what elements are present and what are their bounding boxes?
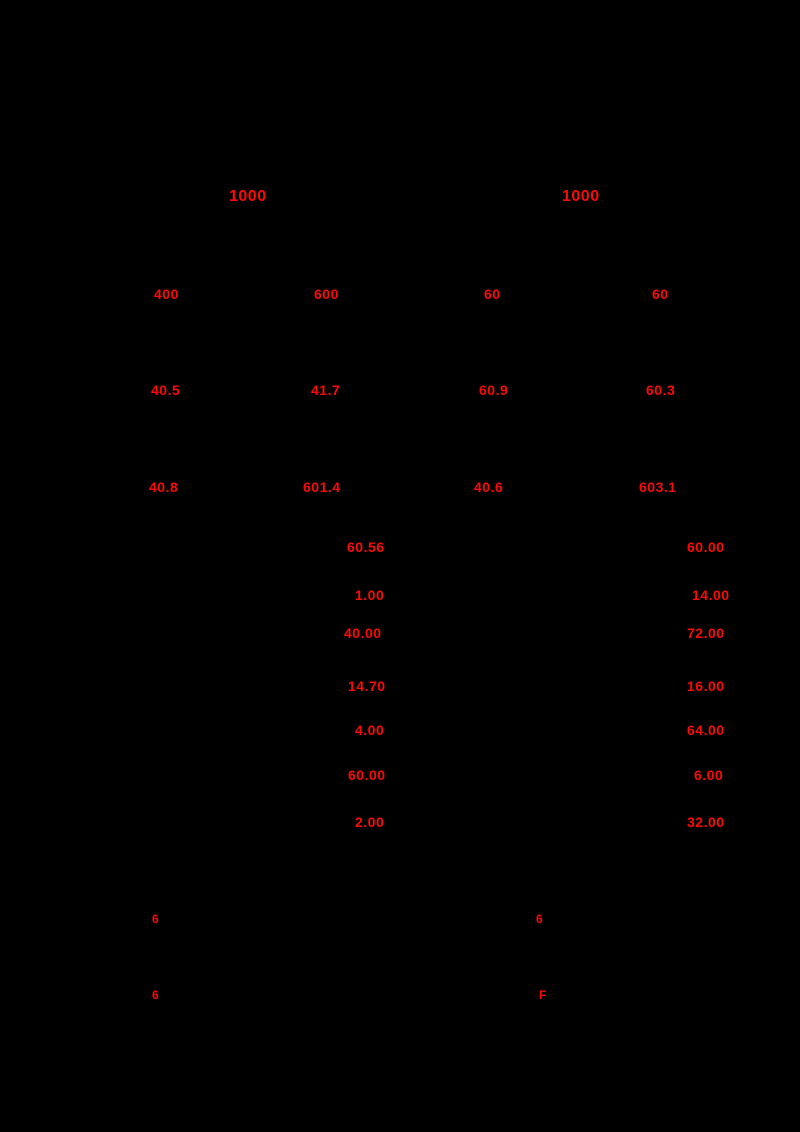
answer-list-right-3: 72.00	[687, 625, 725, 641]
answer-row1-col3: 60	[484, 286, 501, 302]
answer-list-right-6: 6.00	[694, 767, 724, 783]
answer-row2-col2: 41.7	[311, 382, 341, 398]
answer-list-right-4: 16.00	[687, 678, 725, 694]
answer-list-right-5: 64.00	[687, 722, 725, 738]
answer-list-left-2: 1.00	[355, 587, 385, 603]
answer-row3-col1: 40.8	[149, 479, 179, 495]
answer-row1-col4: 60	[652, 286, 669, 302]
answer-list-left-3: 40.00	[344, 625, 382, 641]
answer-bottom-right-2: F	[539, 988, 547, 1002]
answer-row3-col3: 40.6	[474, 479, 504, 495]
answer-list-left-5: 4.00	[355, 722, 385, 738]
answer-top-right: 1000	[562, 188, 600, 205]
answer-row3-col4: 603.1	[639, 479, 677, 495]
answer-row1-col2: 600	[314, 286, 339, 302]
answer-row1-col1: 400	[154, 286, 179, 302]
answer-row2-col4: 60.3	[646, 382, 676, 398]
answer-list-right-7: 32.00	[687, 814, 725, 830]
answer-top-left: 1000	[229, 188, 267, 205]
answer-bottom-left-1: 6	[152, 912, 160, 926]
answer-row2-col3: 60.9	[479, 382, 509, 398]
answer-list-left-1: 60.56	[347, 539, 385, 555]
answer-list-right-2: 14.00	[692, 587, 730, 603]
answer-list-left-6: 60.00	[348, 767, 386, 783]
answer-row2-col1: 40.5	[151, 382, 181, 398]
answer-list-left-4: 14.70	[348, 678, 386, 694]
answer-list-right-1: 60.00	[687, 539, 725, 555]
answer-bottom-left-2: 6	[152, 988, 160, 1002]
answer-list-left-7: 2.00	[355, 814, 385, 830]
answer-row3-col2: 601.4	[303, 479, 341, 495]
answer-bottom-right-1: 6	[536, 912, 544, 926]
